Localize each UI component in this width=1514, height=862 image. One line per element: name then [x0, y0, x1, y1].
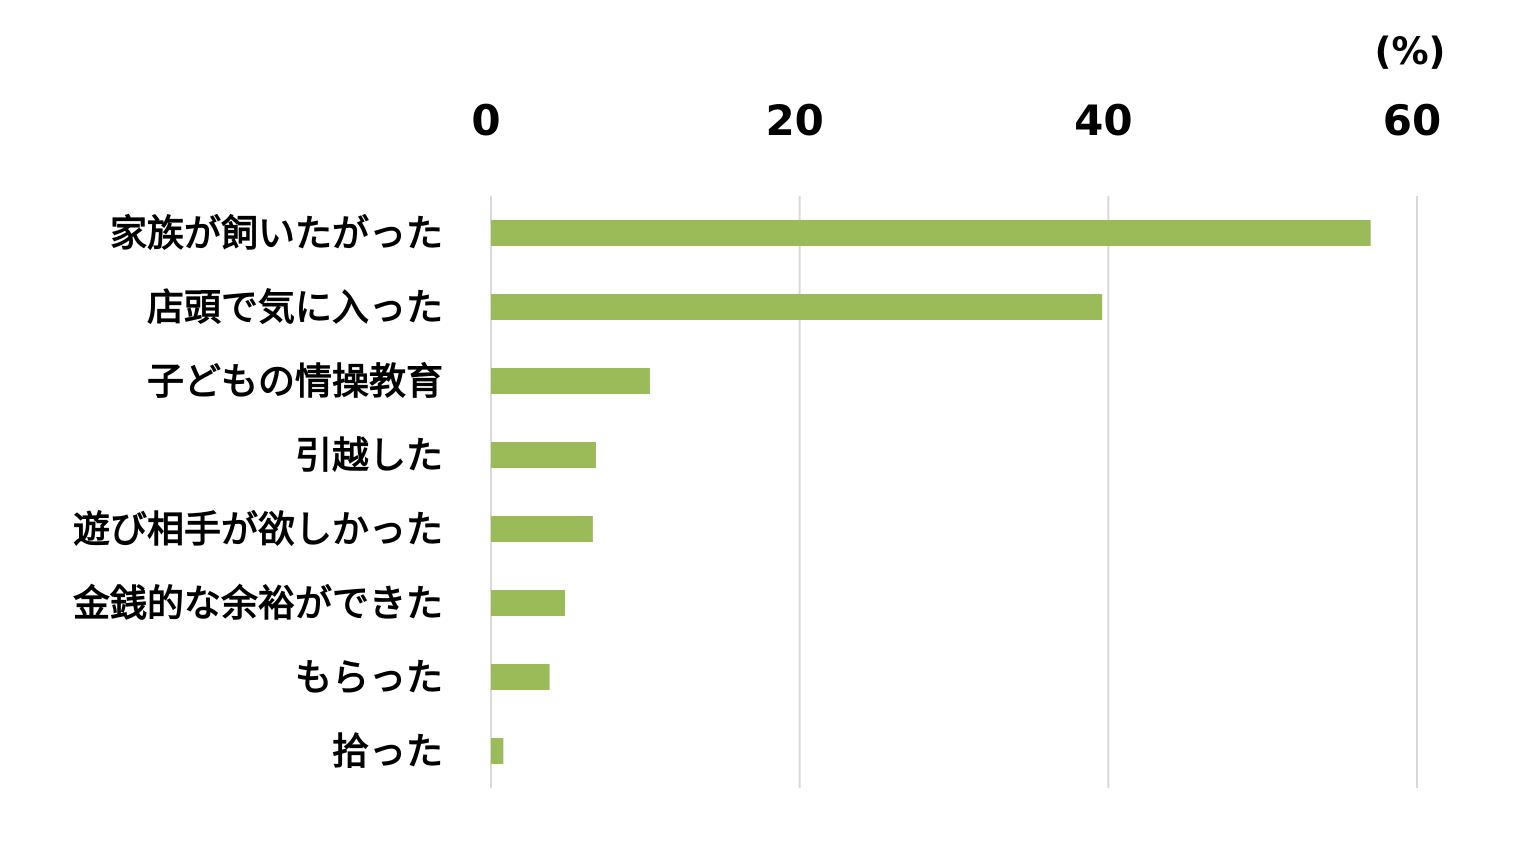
- bar-5: [491, 590, 566, 616]
- category-label-5: 金銭的な余裕ができた: [73, 582, 443, 625]
- category-label-1: 店頭で気に入った: [147, 286, 443, 329]
- gridlines: [490, 196, 1418, 788]
- bar-2: [491, 368, 650, 394]
- category-label-3: 引越した: [295, 434, 443, 477]
- category-label-4: 遊び相手が欲しかった: [73, 508, 443, 551]
- bar-0: [491, 220, 1371, 246]
- category-label-7: 拾った: [332, 730, 443, 773]
- x-axis-tick-labels: 0 20 40 60: [471, 96, 1441, 145]
- category-labels: 家族が飼いたがった店頭で気に入った子どもの情操教育引越した遊び相手が欲しかった金…: [73, 212, 443, 773]
- category-label-0: 家族が飼いたがった: [110, 212, 443, 255]
- unit-label: (%): [1375, 30, 1446, 73]
- x-tick-label-0: 0: [471, 96, 500, 145]
- x-tick-label-3: 60: [1383, 96, 1441, 145]
- bar-3: [491, 442, 596, 468]
- bars: [491, 220, 1371, 764]
- bar-6: [491, 664, 550, 690]
- category-label-6: もらった: [295, 656, 443, 699]
- bar-1: [491, 294, 1103, 320]
- bar-4: [491, 516, 593, 542]
- category-label-2: 子どもの情操教育: [147, 360, 443, 403]
- x-tick-label-1: 20: [765, 96, 823, 145]
- x-tick-label-2: 40: [1074, 96, 1132, 145]
- bar-7: [491, 738, 504, 764]
